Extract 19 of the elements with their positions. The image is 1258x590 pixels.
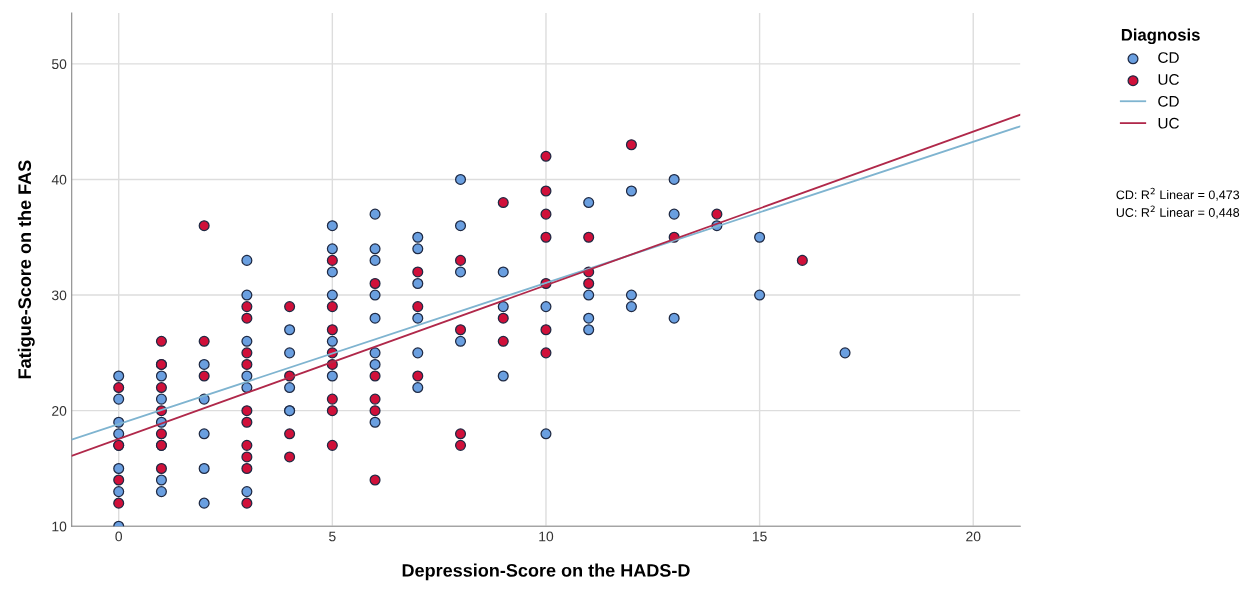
y-tick-label: 40 [51, 174, 67, 185]
y-tick-label: 20 [52, 406, 67, 416]
legend-label: CD [1158, 95, 1179, 107]
text: CD: R$^{2}$ Linear = 0,473 [1116, 187, 1240, 201]
x-tick-label: 20 [966, 531, 981, 542]
text: UC: R$^{2}$ Linear = 0,448 [1116, 205, 1240, 219]
legend-label: CD [1158, 52, 1179, 63]
y-tick-label: 30 [51, 290, 67, 301]
legend-label: UC [1158, 117, 1179, 129]
legend-label: UC [1158, 74, 1179, 85]
x-tick-label: 10 [539, 531, 554, 542]
x-tick-label: 5 [329, 531, 336, 542]
y-tick-label: 10 [52, 521, 67, 532]
y-tick-label: 50 [51, 59, 67, 70]
x-axis-title: Depression-Score on the HADS-D [402, 563, 690, 581]
legend-title: Diagnosis [1121, 28, 1200, 45]
x-tick-label: 0 [115, 531, 123, 542]
y-axis-title: Fatigue-Score on the FAS [17, 160, 35, 379]
x-tick-label: 15 [752, 531, 767, 542]
